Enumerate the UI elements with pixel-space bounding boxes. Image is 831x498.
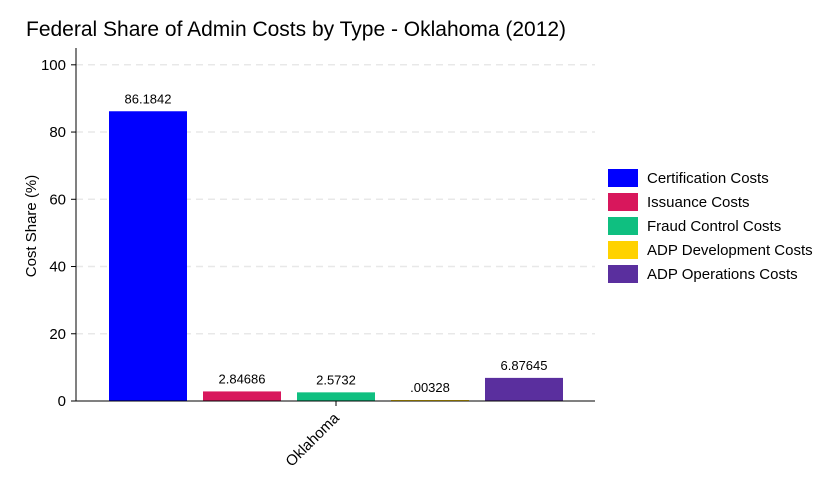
legend-label: ADP Operations Costs [647,265,798,283]
data-label: 6.87645 [501,358,548,373]
y-tick-label: 20 [49,326,66,343]
data-label: 2.5732 [316,372,356,387]
bars [109,111,563,401]
y-tick-label: 80 [49,124,66,141]
legend-item: ADP Operations Costs [608,262,813,286]
legend-label: Certification Costs [647,169,769,187]
y-tick-label: 100 [41,57,66,74]
legend-item: Certification Costs [608,166,813,190]
legend-swatch [608,265,638,283]
legend-item: Issuance Costs [608,190,813,214]
data-label: 2.84686 [219,371,266,386]
legend-swatch [608,217,638,235]
data-label: .00328 [410,380,450,395]
legend-item: ADP Development Costs [608,238,813,262]
y-tick-label: 0 [58,393,66,410]
x-tick-label: Oklahoma [282,409,343,470]
y-tick-label: 40 [49,259,66,276]
y-tick-label: 60 [49,191,66,208]
legend-swatch [608,241,638,259]
data-labels: 86.1842 2.84686 2.5732 .00328 6.87645 [125,91,548,395]
legend-swatch [608,169,638,187]
data-label: 86.1842 [125,91,172,106]
legend-label: Fraud Control Costs [647,217,782,235]
legend: Certification Costs Issuance Costs Fraud C… [608,166,813,286]
y-axis-label: Cost Share (%) [23,175,40,278]
legend-swatch [608,193,638,211]
legend-label: ADP Development Costs [647,241,813,259]
legend-label: Issuance Costs [647,193,750,211]
bar-issuance-costs [203,391,281,401]
chart-title: Federal Share of Admin Costs by Type - O… [26,18,567,41]
bar-certification-costs [109,111,187,401]
legend-item: Fraud Control Costs [608,214,813,238]
bar-adp-operations-costs [485,377,563,401]
bar-fraud-control-costs [297,392,375,401]
